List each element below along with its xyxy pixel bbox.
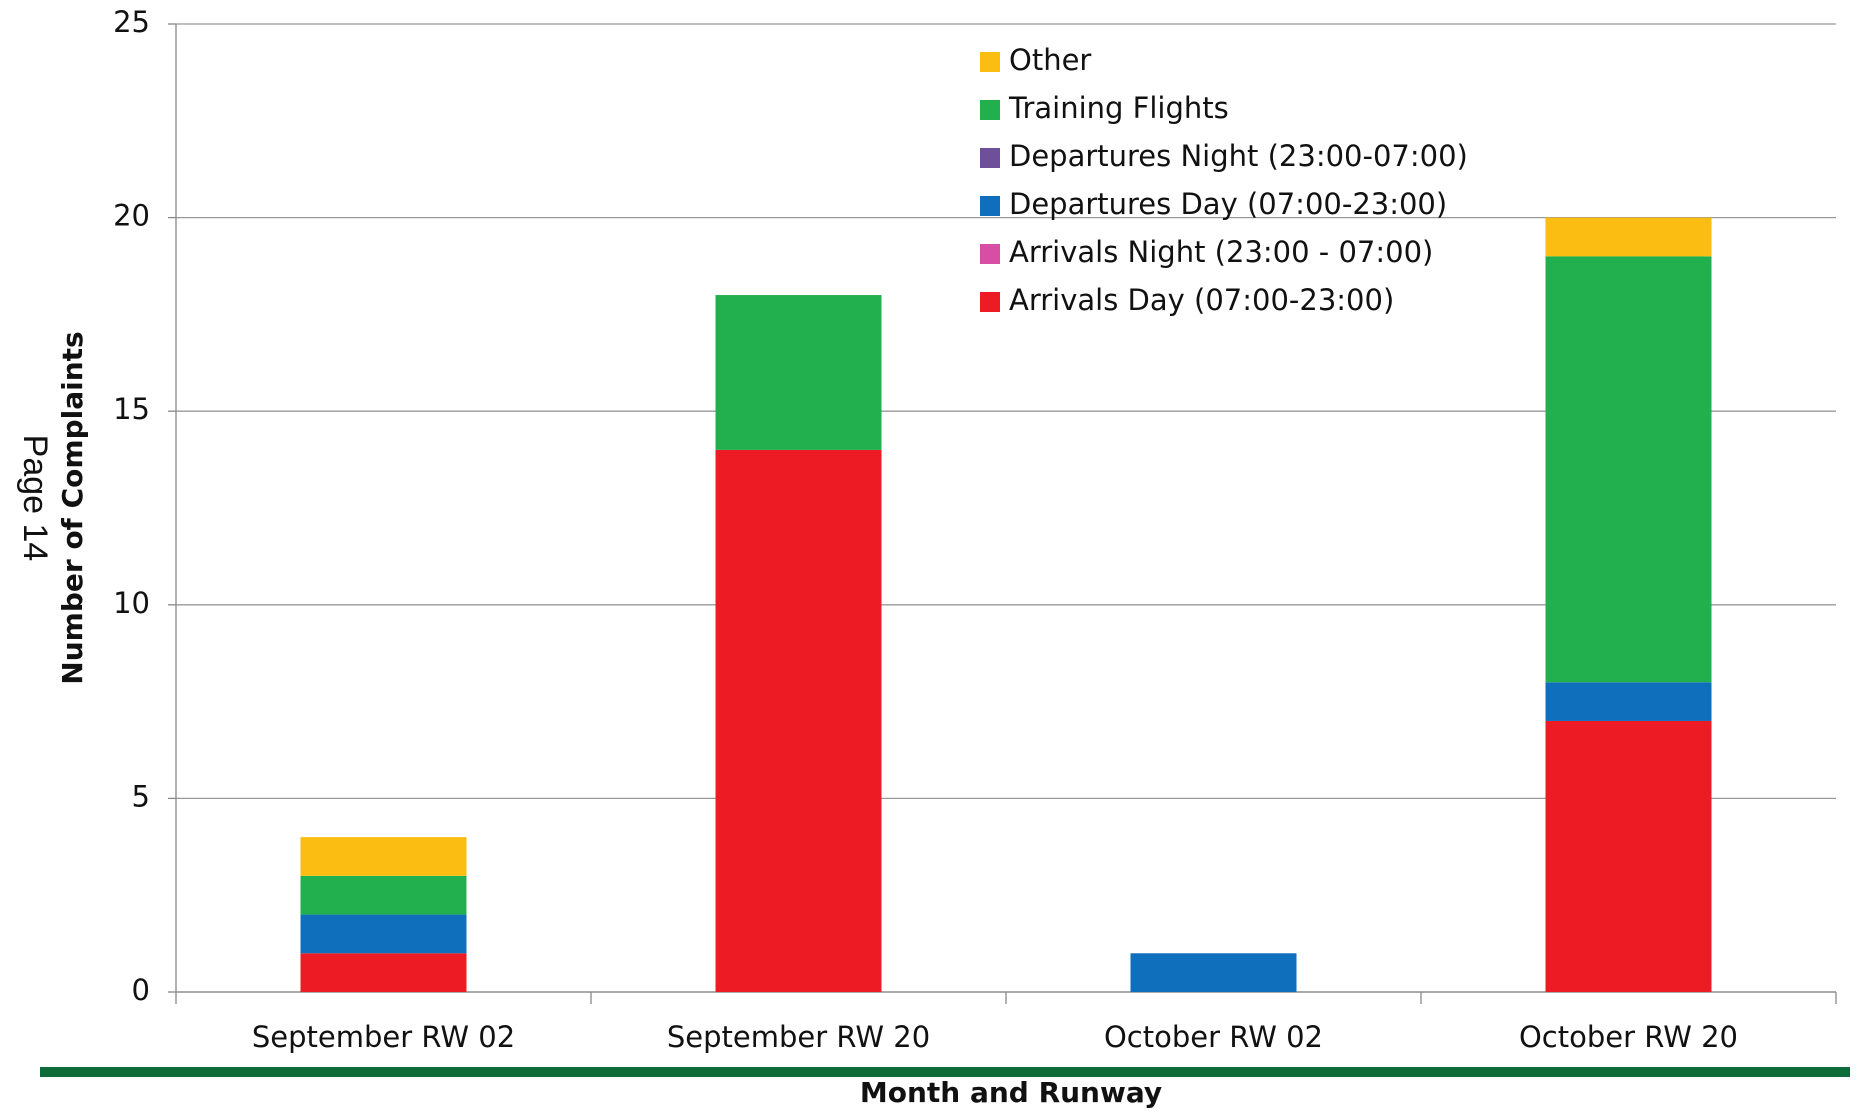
legend-swatch — [980, 52, 1000, 72]
y-tick-label: 20 — [113, 199, 150, 233]
y-tick-label: 15 — [113, 392, 150, 426]
legend-swatch — [980, 100, 1000, 120]
y-tick-label: 25 — [113, 5, 150, 39]
x-tick-label: September RW 20 — [667, 1020, 930, 1054]
bar-segment — [300, 837, 467, 876]
bar-segment — [715, 295, 882, 450]
bar-segment — [1545, 217, 1712, 257]
y-tick-label: 5 — [132, 779, 150, 813]
bar-segment — [1545, 256, 1712, 683]
legend-label: Training Flights — [1008, 91, 1229, 125]
legend-label: Other — [1009, 43, 1091, 77]
bar-segment — [715, 449, 882, 992]
x-tick-label: October RW 20 — [1519, 1020, 1738, 1054]
legend-swatch — [980, 148, 1000, 168]
y-tick-label: 0 — [132, 973, 150, 1007]
y-tick-label: 10 — [113, 586, 150, 620]
bar-segment — [1545, 682, 1712, 721]
x-axis-title: Month and Runway — [860, 1076, 1162, 1109]
legend-label: Departures Night (23:00-07:00) — [1009, 139, 1468, 173]
bar-segment — [300, 953, 467, 992]
x-tick-label: September RW 02 — [252, 1020, 515, 1054]
legend-label: Arrivals Night (23:00 - 07:00) — [1009, 235, 1433, 269]
bar-segment — [1545, 720, 1712, 992]
legend-label: Arrivals Day (07:00-23:00) — [1009, 283, 1394, 317]
x-tick-label: October RW 02 — [1104, 1020, 1323, 1054]
page-note: Page 14 — [16, 435, 54, 562]
legend-label: Departures Day (07:00-23:00) — [1009, 187, 1447, 221]
legend-swatch — [980, 244, 1000, 264]
page-rule — [40, 1067, 1850, 1077]
bar-segment — [300, 875, 467, 915]
legend-swatch — [980, 196, 1000, 216]
legend-swatch — [980, 292, 1000, 312]
y-axis-title: Number of Complaints — [56, 331, 89, 684]
bar-segment — [1130, 953, 1297, 992]
bar-segment — [300, 914, 467, 954]
